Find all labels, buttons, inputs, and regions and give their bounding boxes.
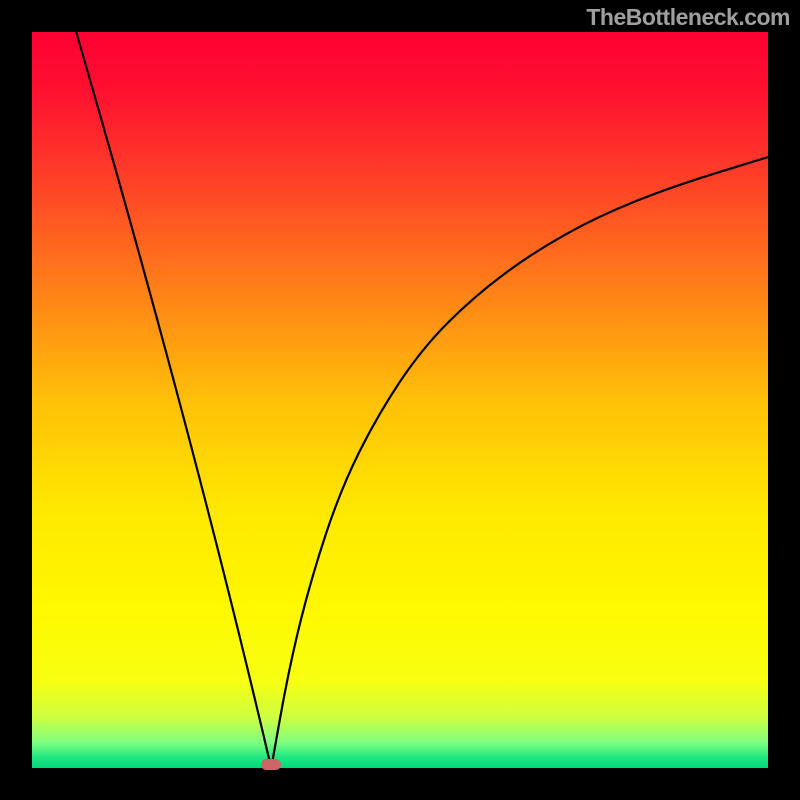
bottleneck-marker bbox=[261, 759, 281, 770]
curve-line bbox=[32, 32, 768, 768]
watermark-text: TheBottleneck.com bbox=[586, 4, 790, 31]
chart-container: TheBottleneck.com bbox=[0, 0, 800, 800]
plot-area bbox=[32, 32, 768, 768]
